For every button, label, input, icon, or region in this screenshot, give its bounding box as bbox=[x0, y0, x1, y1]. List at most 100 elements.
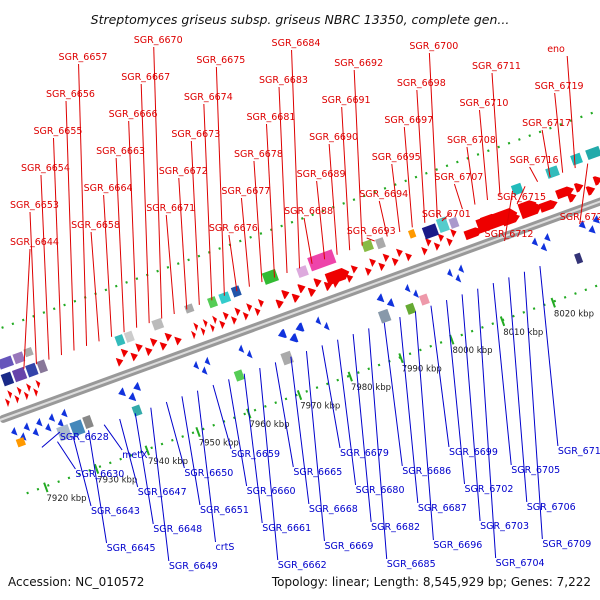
forward-leader-line bbox=[453, 183, 463, 210]
forward-gene-arrow bbox=[149, 338, 158, 347]
reverse-gene-label: SGR_6662 bbox=[278, 560, 327, 571]
reverse-leader-line bbox=[88, 430, 108, 544]
forward-leader-line bbox=[291, 49, 301, 269]
ruler-tick bbox=[93, 463, 100, 474]
forward-gene-arrow bbox=[115, 358, 124, 367]
reverse-gene-arrow bbox=[57, 418, 65, 428]
forward-gene-arrow bbox=[437, 233, 445, 243]
reverse-leader-line bbox=[446, 299, 466, 485]
feature-box bbox=[184, 303, 195, 314]
forward-gene-arrow bbox=[313, 278, 322, 288]
forward-gene-label: SGR_6655 bbox=[33, 126, 82, 137]
reverse-leader-line bbox=[337, 339, 357, 486]
forward-gene-arrow bbox=[200, 327, 206, 336]
reverse-gene-label: SGR_6643 bbox=[91, 506, 140, 517]
reverse-gene-arrow bbox=[458, 264, 465, 273]
forward-gene-arrow bbox=[23, 391, 29, 401]
ruler-label: 7950 kbp bbox=[199, 439, 239, 449]
forward-leader-line bbox=[228, 234, 238, 292]
reverse-gene-label: SGR_6709 bbox=[542, 539, 591, 550]
forward-gene-arrow bbox=[421, 246, 428, 256]
reverse-leader-line bbox=[492, 283, 512, 466]
forward-gene-arrow bbox=[382, 253, 390, 263]
forward-gene-label: SGR_6691 bbox=[322, 95, 371, 106]
reverse-gene-arrow bbox=[23, 422, 31, 431]
ruler-tick bbox=[449, 334, 455, 345]
forward-gene-arrow bbox=[257, 298, 264, 308]
reverse-leader-line bbox=[508, 277, 528, 503]
forward-gene-arrow bbox=[159, 342, 168, 351]
forward-gene-label: SGR_6689 bbox=[297, 169, 346, 180]
forward-gene-label: SGR_6656 bbox=[46, 89, 95, 100]
reverse-gene-label: SGR_6704 bbox=[496, 558, 545, 569]
reverse-gene-arrow bbox=[376, 293, 385, 303]
feature-box bbox=[570, 152, 583, 166]
reverse-leader-line bbox=[352, 333, 372, 523]
reverse-leader-line bbox=[197, 390, 217, 543]
reverse-leader-line bbox=[368, 328, 388, 560]
reverse-leader-line bbox=[383, 322, 403, 467]
reverse-gene-arrow bbox=[61, 408, 68, 418]
genome-band bbox=[0, 105, 600, 495]
forward-leader-line bbox=[165, 214, 175, 315]
forward-gene-arrow bbox=[573, 183, 584, 193]
feature-box bbox=[418, 293, 430, 306]
reverse-gene-label: SGR_6651 bbox=[200, 505, 249, 516]
forward-gene-arrow bbox=[130, 352, 138, 362]
forward-leader-line bbox=[566, 55, 576, 169]
forward-gene-arrow bbox=[346, 274, 354, 283]
forward-leader-line bbox=[153, 46, 163, 319]
forward-gene-arrow bbox=[391, 257, 399, 267]
forward-gene-label: SGR_6681 bbox=[246, 112, 295, 123]
forward-gene-arrow bbox=[324, 267, 350, 286]
reverse-gene-arrow bbox=[36, 417, 43, 427]
reverse-leader-line bbox=[150, 407, 170, 562]
feature-box bbox=[296, 265, 309, 279]
forward-gene-label: SGR_6715 bbox=[497, 192, 546, 203]
forward-gene-arrow bbox=[145, 347, 153, 356]
forward-gene-label: SGR_6725 bbox=[560, 212, 600, 223]
forward-gene-label: SGR_6678 bbox=[234, 149, 283, 160]
reverse-gene-label: SGR_6630 bbox=[75, 469, 124, 480]
reverse-gene-arrow bbox=[540, 242, 548, 252]
forward-gene-arrow bbox=[566, 193, 577, 203]
reverse-gene-arrow bbox=[32, 427, 40, 437]
forward-gene-label: SGR_6698 bbox=[397, 78, 446, 89]
forward-gene-arrow bbox=[592, 176, 600, 186]
reverse-gene-label: SGR_6647 bbox=[138, 487, 187, 498]
reverse-leader-line bbox=[274, 362, 294, 468]
reverse-gene-label: SGR_6645 bbox=[107, 543, 156, 554]
feature-box bbox=[56, 424, 73, 442]
forward-gene-arrow bbox=[26, 383, 31, 392]
reverse-gene-label: SGR_6661 bbox=[262, 523, 311, 534]
forward-gene-arrow bbox=[120, 348, 129, 358]
feature-box bbox=[435, 216, 451, 234]
feature-box bbox=[407, 229, 417, 239]
reverse-gene-label: SGR_6705 bbox=[511, 465, 560, 476]
forward-gene-arrow bbox=[364, 267, 372, 276]
forward-gene-label: SGR_6673 bbox=[171, 129, 220, 140]
forward-gene-arrow bbox=[350, 265, 358, 274]
forward-gene-label: SGR_6676 bbox=[209, 223, 258, 234]
reverse-leader-line bbox=[305, 350, 325, 542]
forward-leader-line bbox=[265, 123, 275, 278]
ruler-label: 7920 kbp bbox=[47, 494, 87, 504]
forward-gene-label: SGR_6670 bbox=[134, 35, 183, 46]
forward-gene-label: SGR_6677 bbox=[221, 186, 270, 197]
forward-gene-label: SGR_6697 bbox=[384, 115, 433, 126]
forward-gene-label: SGR_6658 bbox=[71, 220, 120, 231]
forward-gene-arrow bbox=[174, 336, 182, 346]
forward-leader-line bbox=[416, 89, 426, 223]
reverse-leader-line bbox=[414, 311, 434, 541]
forward-leader-line bbox=[579, 163, 589, 225]
forward-gene-arrow bbox=[307, 287, 316, 297]
reverse-leader-line bbox=[290, 356, 310, 505]
ruler-label: 7930 kbp bbox=[97, 476, 137, 486]
forward-leader-line bbox=[215, 66, 225, 296]
feature-box bbox=[151, 317, 165, 331]
feature-box bbox=[574, 252, 584, 265]
forward-gene-arrow bbox=[234, 307, 241, 316]
ruler-tick bbox=[144, 445, 150, 456]
accession-label: Accession: NC_010572 bbox=[8, 575, 144, 589]
